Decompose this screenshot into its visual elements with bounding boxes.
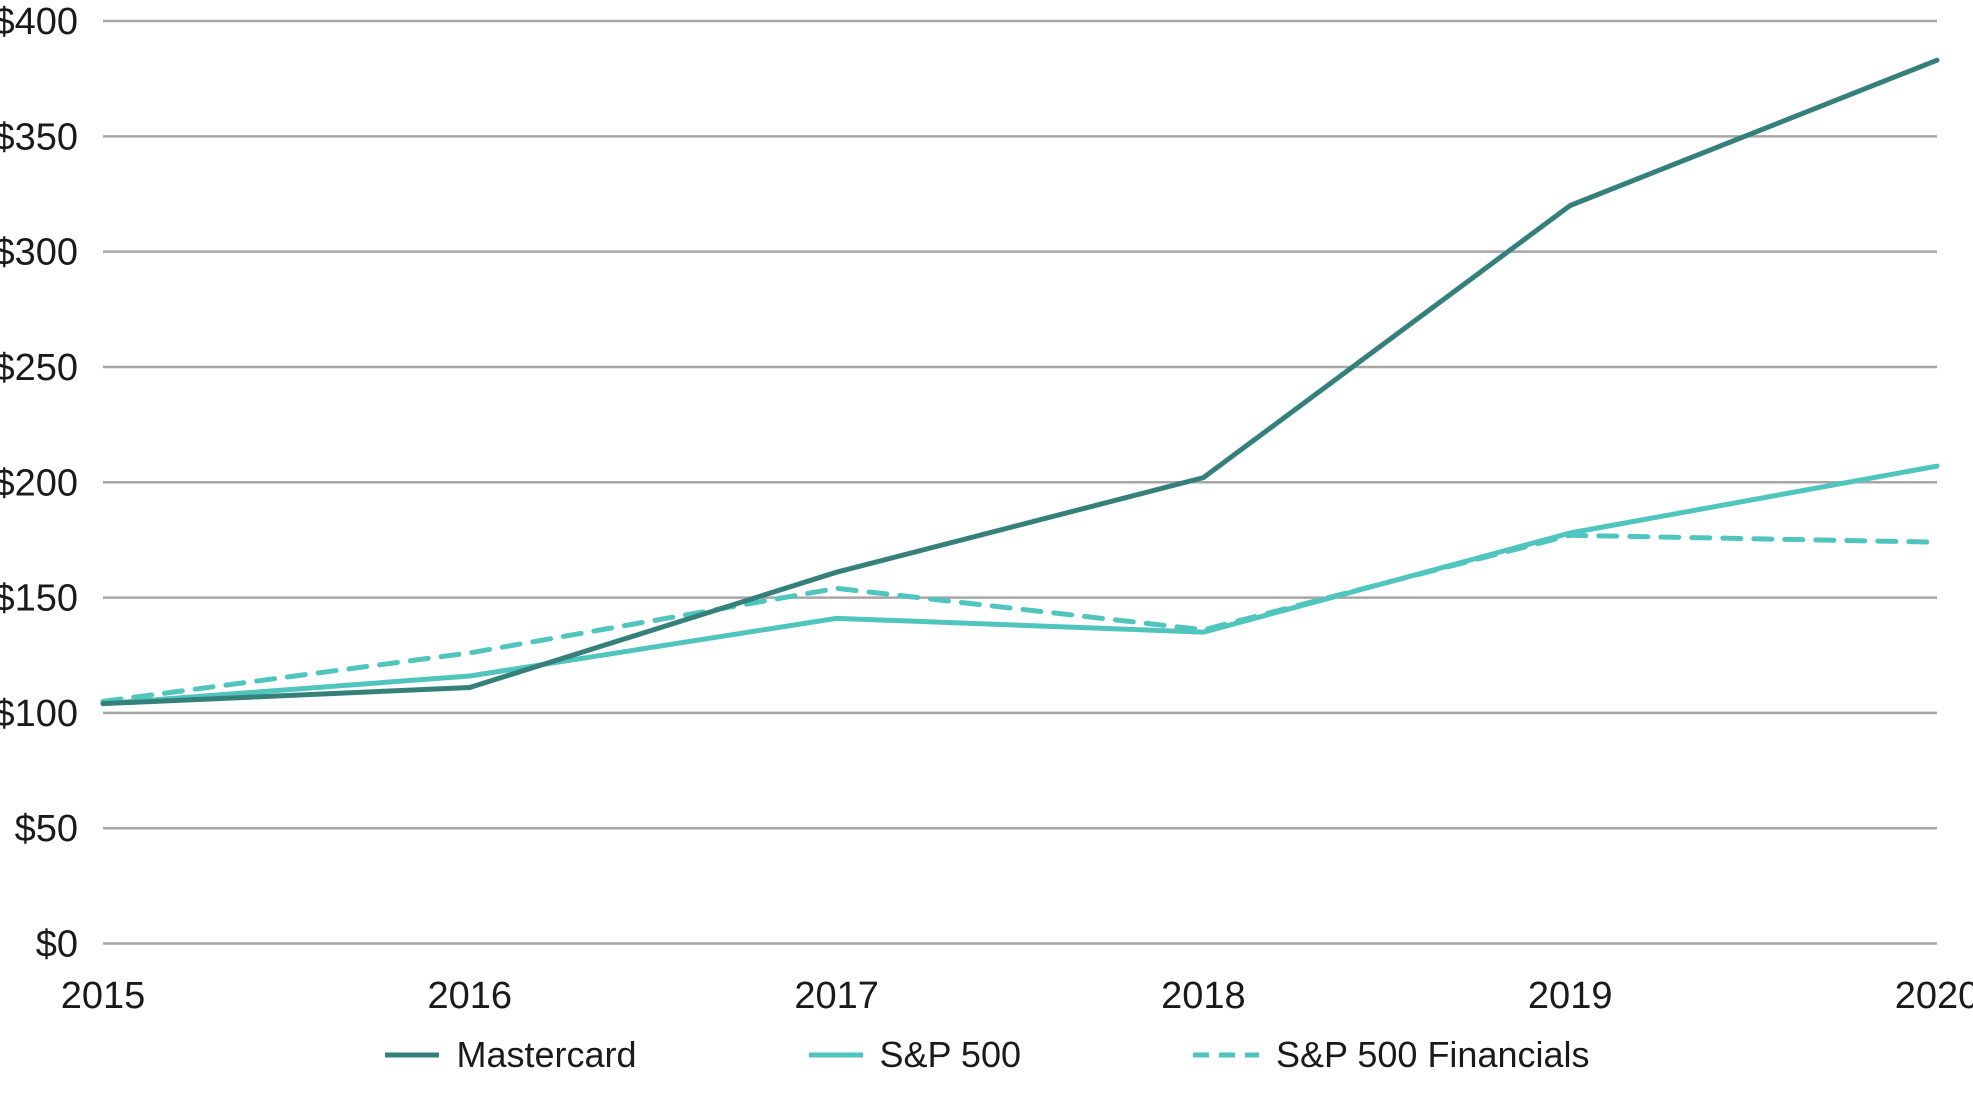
legend-item-sp500: S&P 500 <box>807 1034 1021 1076</box>
x-tick-label-2020: 2020 <box>1895 975 1973 1017</box>
y-tick-label-$150: $150 <box>0 578 78 620</box>
sp500-line-swatch <box>808 1052 863 1058</box>
series-line-s-p-500-financials <box>100 532 1940 704</box>
x-tick-label-2015: 2015 <box>61 975 146 1017</box>
legend-item-mastercard: Mastercard <box>383 1034 637 1076</box>
legend-label-mastercard: Mastercard <box>456 1034 637 1075</box>
series-line-mastercard <box>100 57 1940 707</box>
chart-legend: Mastercard S&P 500 S&P 500 Financials <box>0 1034 1973 1076</box>
legend-label-sp500: S&P 500 <box>879 1034 1021 1075</box>
x-tick-label-2017: 2017 <box>794 975 879 1017</box>
y-tick-label-$300: $300 <box>0 232 78 274</box>
x-tick-label-2019: 2019 <box>1528 975 1613 1017</box>
y-tick-label-$0: $0 <box>36 924 78 966</box>
x-tick-label-2016: 2016 <box>428 975 513 1017</box>
y-tick-label-$200: $200 <box>0 462 78 504</box>
y-tick-label-$350: $350 <box>0 116 78 158</box>
series-line-s-p-500 <box>100 463 1940 707</box>
legend-label-sp500-financials: S&P 500 Financials <box>1275 1034 1590 1075</box>
mastercard-line-swatch <box>385 1052 440 1058</box>
y-tick-label-$100: $100 <box>0 693 78 735</box>
y-tick-label-$400: $400 <box>0 1 78 43</box>
x-tick-label-2018: 2018 <box>1161 975 1246 1017</box>
y-tick-label-$50: $50 <box>15 808 78 850</box>
y-tick-label-$250: $250 <box>0 347 78 389</box>
legend-item-sp500-financials: S&P 500 Financials <box>1191 1034 1590 1076</box>
sp500-financials-line-swatch <box>1192 1052 1259 1058</box>
